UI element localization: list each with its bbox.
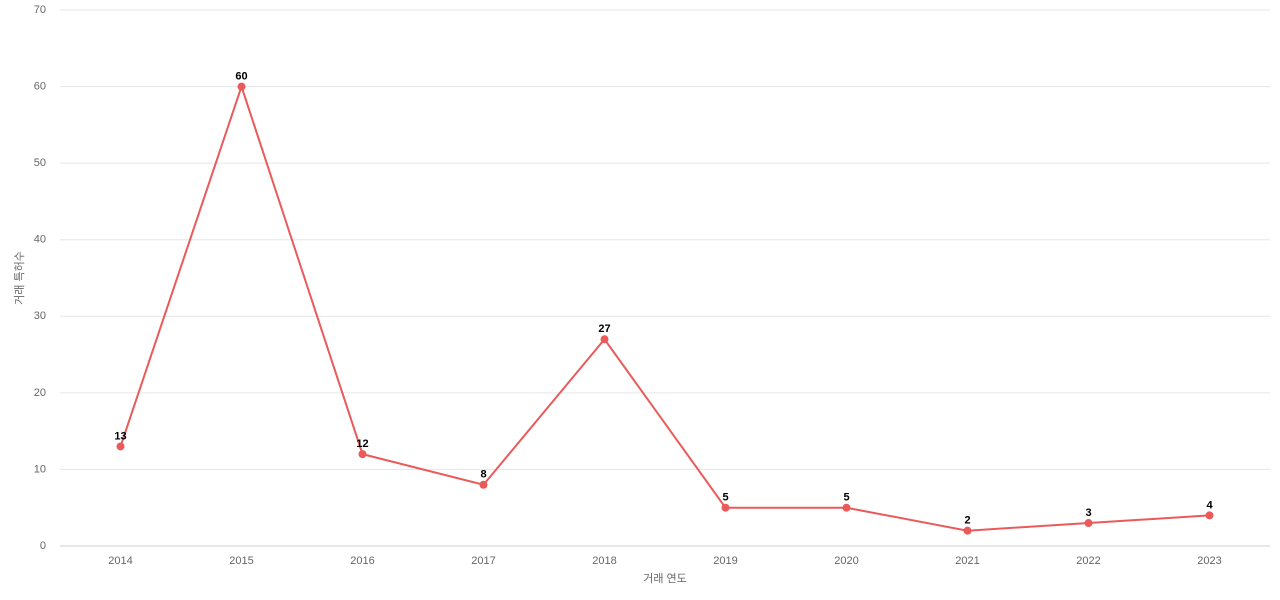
x-tick-label: 2022 [1076, 555, 1100, 567]
point [600, 335, 609, 344]
data-label: 4 [1206, 499, 1213, 511]
x-tick-label: 2015 [229, 555, 253, 567]
point [963, 526, 972, 535]
y-tick-label: 50 [34, 157, 46, 169]
point [479, 480, 488, 489]
data-label: 27 [598, 323, 610, 335]
x-tick-label: 2021 [955, 555, 979, 567]
point [1084, 519, 1093, 528]
y-tick-label: 30 [34, 310, 46, 322]
x-tick-label: 2019 [713, 555, 737, 567]
y-tick-label: 20 [34, 387, 46, 399]
data-label: 2 [964, 515, 970, 527]
point [116, 442, 125, 451]
y-tick-label: 10 [34, 463, 46, 475]
line [119, 83, 1210, 532]
y-axis-label: 거래 특허수 [13, 251, 26, 305]
data-label: 13 [114, 430, 126, 442]
y-tick-label: 40 [34, 234, 46, 246]
data-label: 3 [1085, 507, 1091, 519]
data-label: 12 [356, 438, 368, 450]
data-label: 5 [843, 492, 849, 504]
point [842, 503, 851, 512]
x-tick-label: 2017 [471, 555, 495, 567]
x-axis-label: 거래 연도 [643, 572, 687, 585]
x-tick-label: 2018 [592, 555, 616, 567]
x-tick-label: 2020 [834, 555, 858, 567]
point [358, 450, 367, 459]
y-tick-label: 0 [40, 540, 46, 552]
point [237, 82, 246, 91]
data-label: 60 [235, 70, 247, 82]
y-tick-label: 70 [34, 4, 46, 16]
point [721, 503, 730, 512]
data-label: 8 [480, 469, 486, 481]
x-tick-label: 2016 [350, 555, 374, 567]
data-label: 5 [722, 492, 728, 504]
y-tick-label: 60 [34, 80, 46, 92]
point [1205, 511, 1214, 520]
x-tick-label: 2023 [1197, 555, 1221, 567]
x-tick-label: 2014 [108, 555, 132, 567]
